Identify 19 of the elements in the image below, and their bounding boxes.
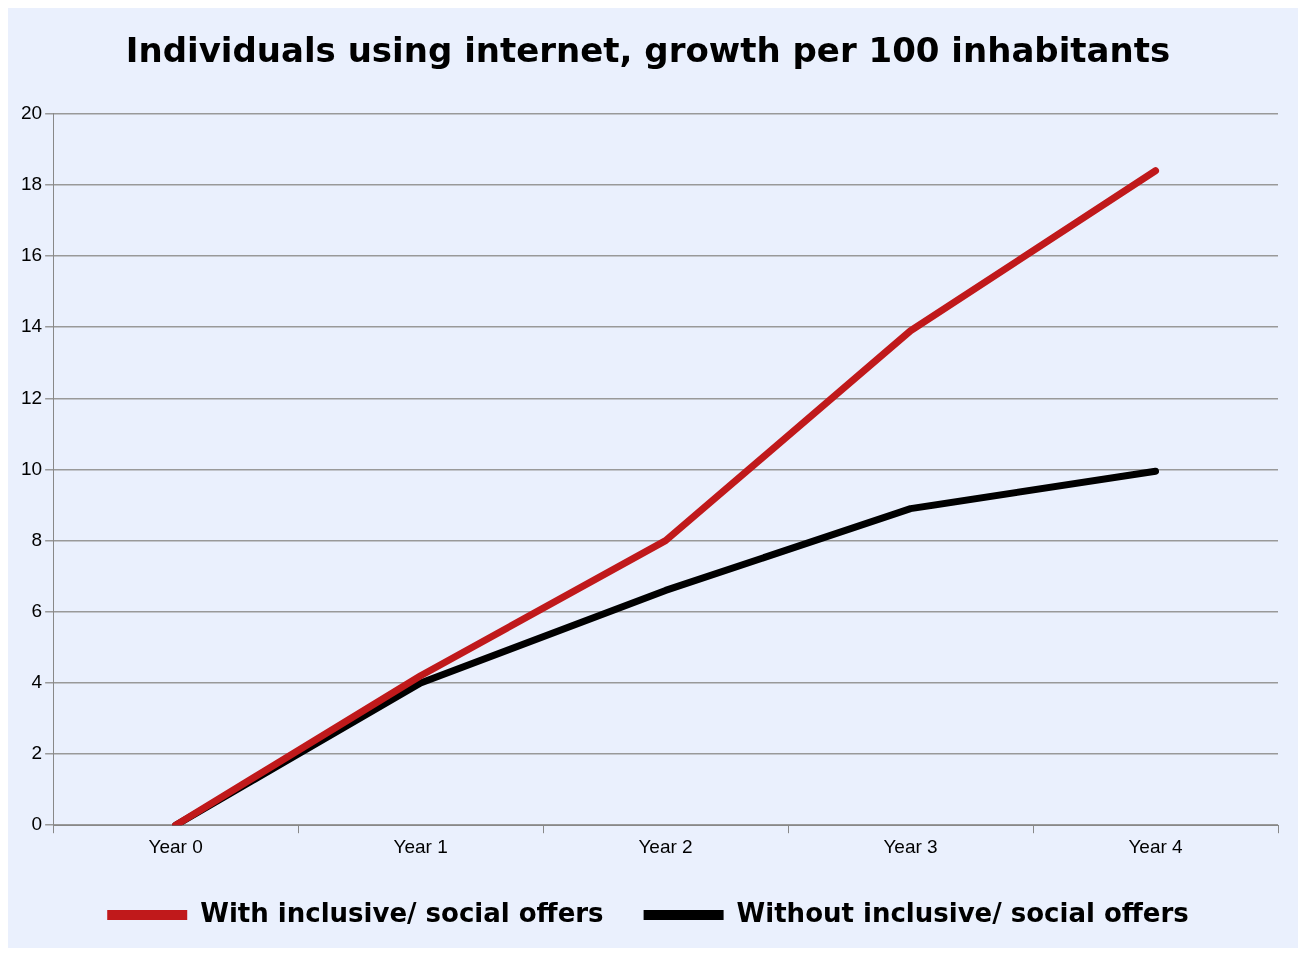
x-tick-label: Year 4 <box>1128 835 1184 857</box>
legend-label: Without inclusive/ social offers <box>736 897 1189 928</box>
legend-label: With inclusive/ social offers <box>200 897 604 928</box>
x-tick-label: Year 0 <box>148 835 203 857</box>
y-tick-label: 20 <box>20 102 43 124</box>
y-tick-label: 10 <box>20 457 43 479</box>
y-tick-label: 6 <box>31 600 43 622</box>
y-tick-label: 14 <box>20 315 43 337</box>
x-tick-label: Year 1 <box>393 835 448 857</box>
x-tick-label: Year 2 <box>638 835 693 857</box>
y-tick-label: 18 <box>20 173 43 195</box>
y-tick-label: 16 <box>20 244 43 266</box>
y-tick-label: 2 <box>31 742 43 764</box>
y-tick-label: 0 <box>31 813 43 835</box>
y-tick-label: 4 <box>31 671 43 693</box>
y-tick-label: 8 <box>31 528 43 550</box>
x-tick-label: Year 3 <box>883 835 938 857</box>
chart-title: Individuals using internet, growth per 100 inhabitants <box>125 30 1171 71</box>
y-tick-label: 12 <box>20 386 43 408</box>
